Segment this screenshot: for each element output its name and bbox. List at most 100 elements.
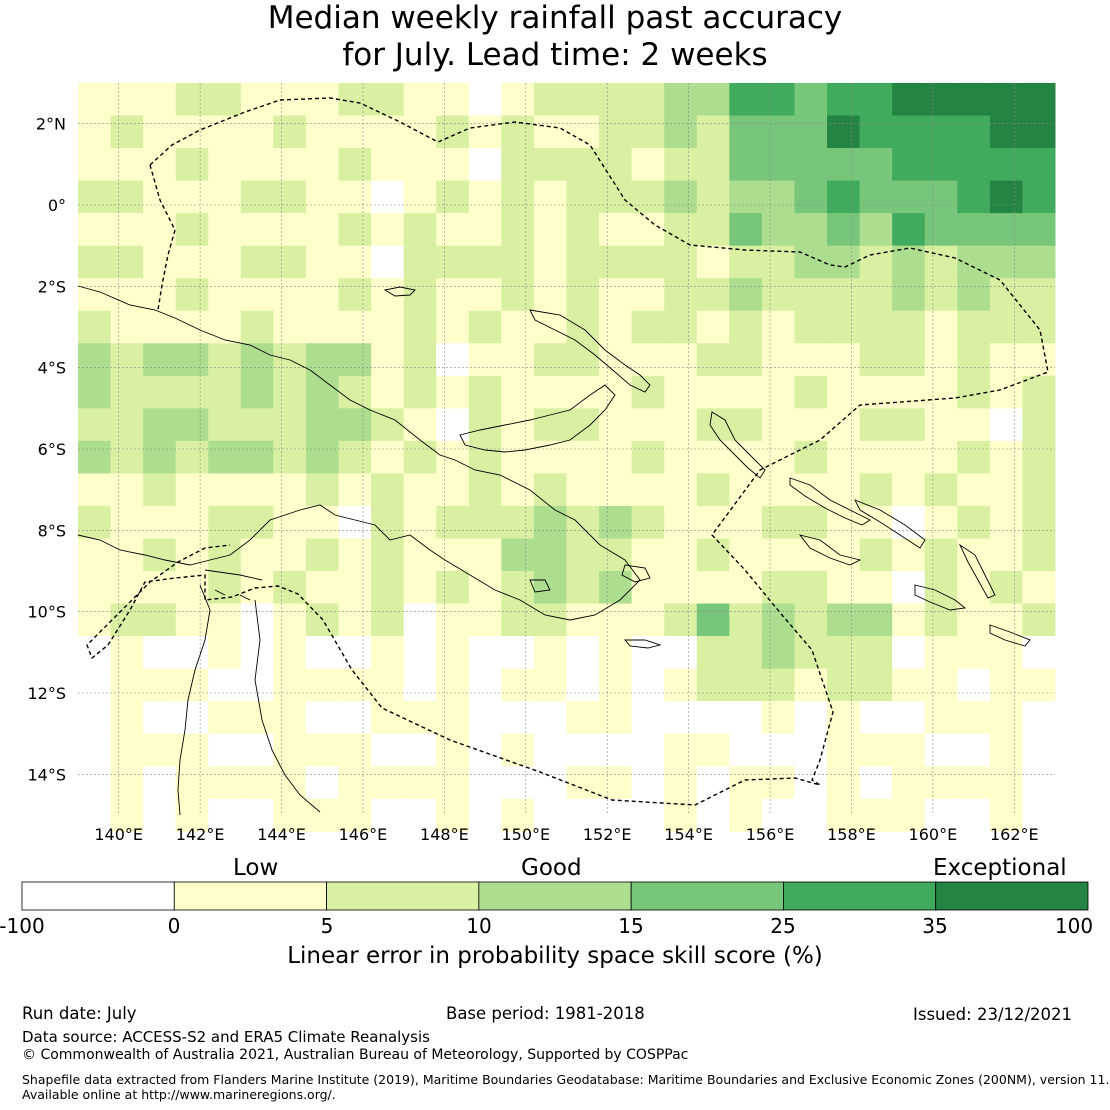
skill-cell: [892, 375, 926, 409]
skill-cell: [533, 798, 567, 832]
skill-cell: [436, 278, 470, 312]
skill-cell: [859, 375, 893, 409]
skill-cell: [1022, 505, 1056, 539]
skill-cell: [338, 636, 372, 670]
skill-cell: [631, 245, 665, 279]
skill-cell: [305, 473, 340, 507]
skill-cell: [827, 668, 861, 702]
skill-cell: [664, 278, 698, 312]
skill-cell: [143, 83, 177, 117]
skill-cell: [305, 766, 340, 800]
skill-cell: [78, 213, 112, 247]
skill-cell: [371, 115, 405, 149]
skill-cell: [631, 213, 665, 247]
longitude-tick-label: 160°E: [909, 825, 958, 844]
skill-cell: [729, 571, 763, 605]
skill-cell: [566, 310, 600, 344]
skill-cell: [143, 148, 177, 182]
skill-cell: [696, 115, 730, 149]
skill-cell: [859, 148, 893, 182]
skill-cell: [664, 473, 698, 507]
skill-cell: [533, 603, 567, 637]
skill-cell: [664, 213, 698, 247]
skill-cell: [143, 733, 177, 767]
skill-cell: [305, 375, 340, 409]
skill-cell: [533, 538, 567, 572]
base-period: Base period: 1981-2018: [446, 1004, 645, 1023]
skill-cell: [240, 473, 274, 507]
skill-cell: [436, 310, 470, 344]
skill-cell: [533, 213, 567, 247]
skill-cell: [892, 473, 926, 507]
skill-cell: [859, 538, 893, 572]
skill-cell: [273, 213, 307, 247]
skill-cell: [631, 701, 665, 735]
skill-cell: [794, 473, 828, 507]
latitude-tick-label: 12°S: [27, 684, 66, 703]
skill-cell: [859, 440, 893, 474]
skill-cell: [599, 603, 633, 637]
skill-cell: [924, 733, 958, 767]
skill-cell: [436, 180, 470, 214]
latitude-tick-label: 10°S: [27, 603, 66, 622]
skill-cell: [175, 408, 209, 442]
skill-cell: [240, 115, 274, 149]
skill-cell: [273, 473, 307, 507]
skill-cell: [436, 473, 470, 507]
skill-cell: [631, 375, 665, 409]
skill-cell: [403, 733, 437, 767]
skill-cell: [566, 343, 600, 377]
skill-cell: [989, 148, 1023, 182]
skill-cell: [892, 213, 926, 247]
skill-cell: [1022, 408, 1056, 442]
skill-cell: [436, 375, 470, 409]
skill-cell: [859, 571, 893, 605]
skill-cell: [696, 798, 730, 832]
skill-cell: [924, 473, 958, 507]
skill-cell: [143, 636, 177, 670]
skill-cell: [989, 701, 1023, 735]
skill-cell: [240, 668, 274, 702]
skill-cell: [696, 375, 730, 409]
skill-cell: [78, 668, 112, 702]
skill-cell: [208, 83, 242, 117]
skill-cell: [631, 440, 665, 474]
skill-cell: [78, 180, 112, 214]
skill-cell: [892, 538, 926, 572]
skill-cell: [924, 538, 958, 572]
skill-cell: [794, 733, 828, 767]
skill-cell: [599, 83, 633, 117]
skill-cell: [696, 408, 730, 442]
skill-cell: [892, 148, 926, 182]
map-title-line2: for July. Lead time: 2 weeks: [342, 37, 768, 73]
skill-cell: [696, 733, 730, 767]
skill-cell: [468, 538, 502, 572]
skill-cell: [436, 701, 470, 735]
skill-cell: [208, 733, 242, 767]
skill-cell: [533, 571, 567, 605]
skill-cell: [403, 245, 437, 279]
skill-cell: [924, 213, 958, 247]
skill-cell: [501, 505, 535, 539]
skill-cell: [924, 375, 958, 409]
skill-cell: [989, 668, 1023, 702]
skill-cell: [566, 83, 600, 117]
skill-cell: [1022, 538, 1056, 572]
skill-cell: [924, 668, 958, 702]
skill-cell: [989, 180, 1023, 214]
colorbar-segment: [173, 881, 327, 911]
skill-cell: [143, 310, 177, 344]
skill-cell: [338, 180, 372, 214]
skill-cell: [273, 766, 307, 800]
skill-cell: [533, 375, 567, 409]
skill-cell: [175, 375, 209, 409]
skill-cell: [338, 603, 372, 637]
longitude-tick-label: 158°E: [827, 825, 876, 844]
skill-cell: [273, 733, 307, 767]
skill-cell: [1022, 701, 1056, 735]
skill-cell: [436, 115, 470, 149]
skill-cell: [1022, 213, 1056, 247]
coastline-bougainville: [709, 411, 766, 479]
skill-cell: [729, 278, 763, 312]
skill-cell: [827, 538, 861, 572]
